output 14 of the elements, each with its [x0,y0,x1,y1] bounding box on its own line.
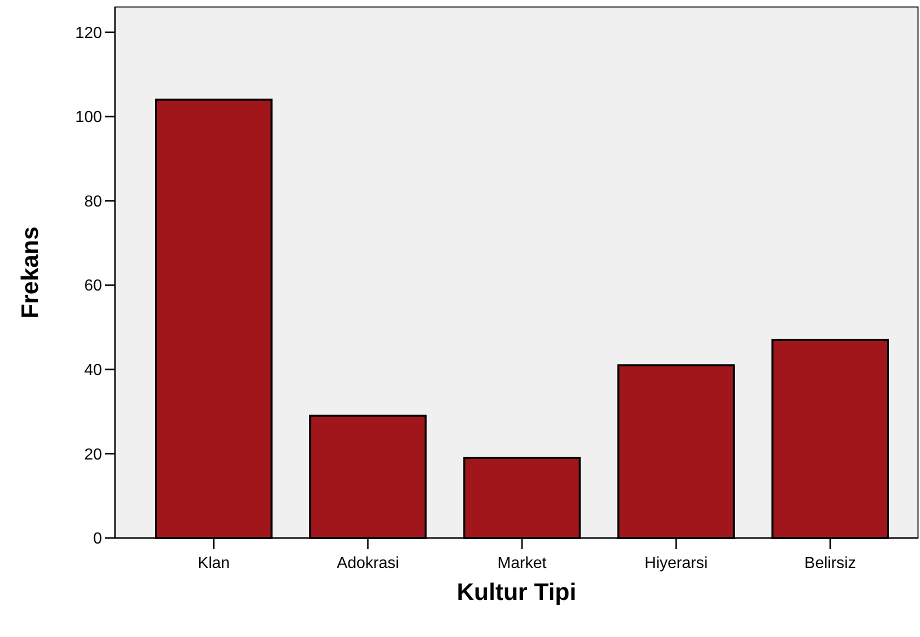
x-tick-label: Market [498,555,547,572]
x-tick-label: Adokrasi [336,555,400,572]
y-tick-label: 20 [84,446,102,464]
x-tick-label: Belirsiz [804,555,856,572]
y-tick-label: 0 [93,530,102,548]
x-axis-title: Kultur Tipi [456,579,576,606]
y-tick-label: 100 [75,109,102,126]
x-tick-label: Klan [198,555,230,572]
y-axis-title: Frekans [17,226,44,319]
x-tick-label: Hiyerarsi [644,555,708,572]
y-tick-label: 60 [84,278,102,295]
y-tick-label: 120 [75,24,102,42]
y-tick-label: 40 [84,362,102,380]
y-tick-label: 80 [84,193,102,210]
